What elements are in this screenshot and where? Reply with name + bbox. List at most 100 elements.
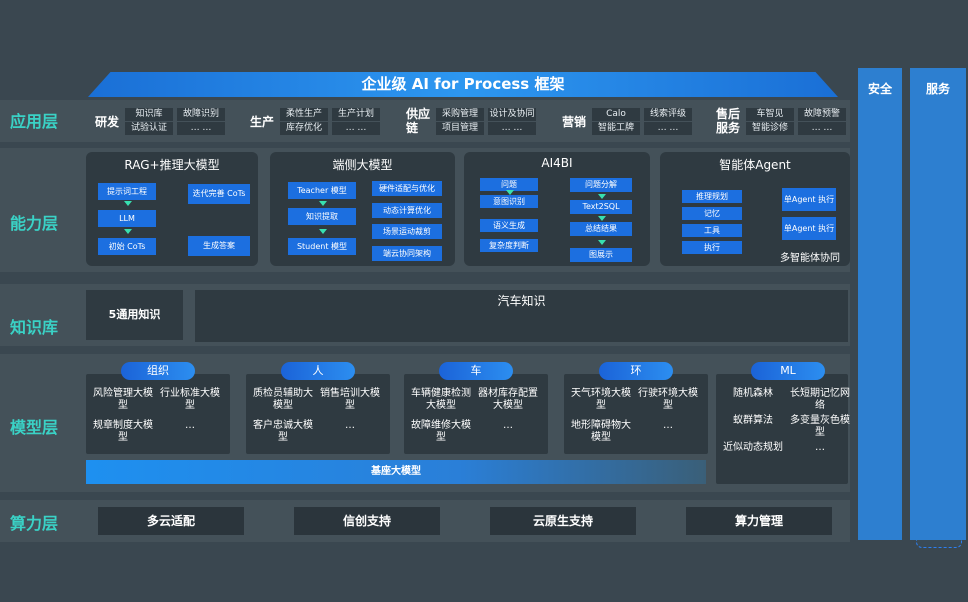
capability-step[interactable]: 意图识别 xyxy=(480,195,538,208)
capability-step[interactable]: 单Agent 执行 xyxy=(782,188,836,211)
capability-step[interactable]: LLM xyxy=(98,210,156,227)
app-item-chip[interactable]: … … xyxy=(177,122,225,135)
auto-knowledge-panel xyxy=(195,290,848,342)
app-item-chip[interactable]: 设计及协同 xyxy=(488,108,536,121)
app-item-chip[interactable]: 智能工牌 xyxy=(592,122,640,135)
auto-knowledge-title: 汽车知识 xyxy=(497,294,546,308)
capability-panel-title: 智能体Agent xyxy=(719,158,791,172)
base-model-bar: 基座大模型 xyxy=(86,460,706,484)
app-item-chip[interactable]: 线索评级 xyxy=(644,108,692,121)
capability-step[interactable]: 图展示 xyxy=(570,248,632,262)
app-group-label: 供应链 xyxy=(406,107,431,135)
multi-agent-label: 多智能体协同 xyxy=(780,253,840,264)
capability-step[interactable]: 场景运动裁剪 xyxy=(372,224,442,239)
app-item-chip[interactable]: 车智见 xyxy=(746,108,794,121)
app-item-chip[interactable]: 库存优化 xyxy=(280,122,328,135)
app-group-label: 研发 xyxy=(95,115,120,129)
capability-step[interactable]: 硬件适配与优化 xyxy=(372,181,442,196)
capability-step[interactable]: 端云协同架构 xyxy=(372,246,442,261)
capability-step[interactable]: Teacher 模型 xyxy=(288,182,356,199)
capability-step[interactable]: 工具 xyxy=(682,224,742,237)
model-item: 销售培训大模型 xyxy=(320,388,380,411)
app-item-chip[interactable]: … … xyxy=(488,122,536,135)
model-item: 故障维修大模型 xyxy=(411,420,471,443)
capability-step[interactable]: 动态计算优化 xyxy=(372,203,442,218)
model-item: … xyxy=(185,420,195,431)
layer-label-compute: 算力层 xyxy=(10,514,59,533)
app-item-chip[interactable]: 故障识别 xyxy=(177,108,225,121)
capability-step[interactable]: 提示词工程 xyxy=(98,183,156,200)
capability-step[interactable]: 初始 CoTs xyxy=(98,238,156,255)
model-group-panel xyxy=(716,374,848,484)
layer-label-knowledge: 知识库 xyxy=(10,318,59,337)
app-item-chip[interactable]: Calo xyxy=(592,108,640,121)
capability-step[interactable]: 执行 xyxy=(682,241,742,254)
model-group-pill[interactable]: ML xyxy=(751,362,825,380)
model-group-panel xyxy=(564,374,708,454)
model-item: 客户忠诚大模型 xyxy=(253,420,313,443)
app-item-chip[interactable]: 采购管理 xyxy=(436,108,484,121)
app-item-chip[interactable]: 试验认证 xyxy=(125,122,173,135)
capability-panel-title: RAG+推理大模型 xyxy=(124,158,220,172)
capability-step[interactable]: 总结结果 xyxy=(570,222,632,236)
arrow-down-icon xyxy=(598,240,606,245)
capability-panel-title: 端侧大模型 xyxy=(332,158,393,172)
layer-label-capability: 能力层 xyxy=(10,214,59,233)
capability-step[interactable]: 语义生成 xyxy=(480,219,538,232)
model-item: 近似动态规划 xyxy=(723,442,783,453)
capability-step[interactable]: 迭代完善 CoTs xyxy=(188,184,250,204)
security-title: 安全 xyxy=(867,82,892,96)
app-group-label: 生产 xyxy=(250,115,275,129)
model-item: 风险管理大模型 xyxy=(93,388,153,411)
model-item: 天气环境大模型 xyxy=(571,388,631,411)
app-item-chip[interactable]: 项目管理 xyxy=(436,122,484,135)
model-group-panel xyxy=(86,374,230,454)
capability-step[interactable]: Text2SQL xyxy=(570,200,632,214)
model-item: 器材库存配置大模型 xyxy=(478,388,538,411)
app-item-chip[interactable]: … … xyxy=(644,122,692,135)
model-item: 随机森林 xyxy=(733,388,773,399)
arrow-down-icon xyxy=(506,190,514,195)
app-item-chip[interactable]: 生产计划 xyxy=(332,108,380,121)
capability-step[interactable]: 推理规划 xyxy=(682,190,742,203)
app-item-chip[interactable]: 智能诊修 xyxy=(746,122,794,135)
capability-panel-title: AI4BI xyxy=(541,156,573,170)
model-item: 规章制度大模型 xyxy=(93,420,153,443)
page-title: 企业级 AI for Process 框架 xyxy=(88,72,838,97)
compute-box: 多云适配 xyxy=(98,507,244,535)
compute-box: 信创支持 xyxy=(294,507,440,535)
model-group-pill[interactable]: 环 xyxy=(599,362,673,380)
model-group-pill[interactable]: 组织 xyxy=(121,362,195,380)
capability-step[interactable]: 复杂度判断 xyxy=(480,239,538,252)
capability-step[interactable]: 问题 xyxy=(480,178,538,191)
app-item-chip[interactable]: 故障预警 xyxy=(798,108,846,121)
capability-step[interactable]: 单Agent 执行 xyxy=(782,217,836,240)
arrow-down-icon xyxy=(598,194,606,199)
layer-label-model: 模型层 xyxy=(10,418,59,437)
model-item: 车辆健康检测大模型 xyxy=(411,388,471,411)
app-item-chip[interactable]: … … xyxy=(332,122,380,135)
capability-step[interactable]: Student 模型 xyxy=(288,238,356,255)
general-knowledge-box: 5通用知识 xyxy=(86,290,183,340)
arrow-down-icon xyxy=(124,201,132,206)
layer-label-app: 应用层 xyxy=(10,112,59,131)
capability-step[interactable]: 记忆 xyxy=(682,207,742,220)
model-item: 长短期记忆网络 xyxy=(790,388,850,411)
capability-step[interactable]: 知识提取 xyxy=(288,208,356,225)
app-item-chip[interactable]: 知识库 xyxy=(125,108,173,121)
arrow-down-icon xyxy=(124,229,132,234)
model-item: 地形障碍物大模型 xyxy=(571,420,631,443)
capability-step[interactable]: 生成答案 xyxy=(188,236,250,256)
compute-box: 算力管理 xyxy=(686,507,832,535)
services-column xyxy=(910,68,966,540)
model-item: 蚁群算法 xyxy=(733,415,773,426)
app-item-chip[interactable]: … … xyxy=(798,122,846,135)
model-item: 质检员辅助大模型 xyxy=(253,388,313,411)
model-group-pill[interactable]: 车 xyxy=(439,362,513,380)
model-item: … xyxy=(503,420,513,431)
model-group-pill[interactable]: 人 xyxy=(281,362,355,380)
capability-step[interactable]: 问题分解 xyxy=(570,178,632,192)
model-item: 多变量灰色模型 xyxy=(790,415,850,438)
app-item-chip[interactable]: 柔性生产 xyxy=(280,108,328,121)
model-item: … xyxy=(815,442,825,453)
